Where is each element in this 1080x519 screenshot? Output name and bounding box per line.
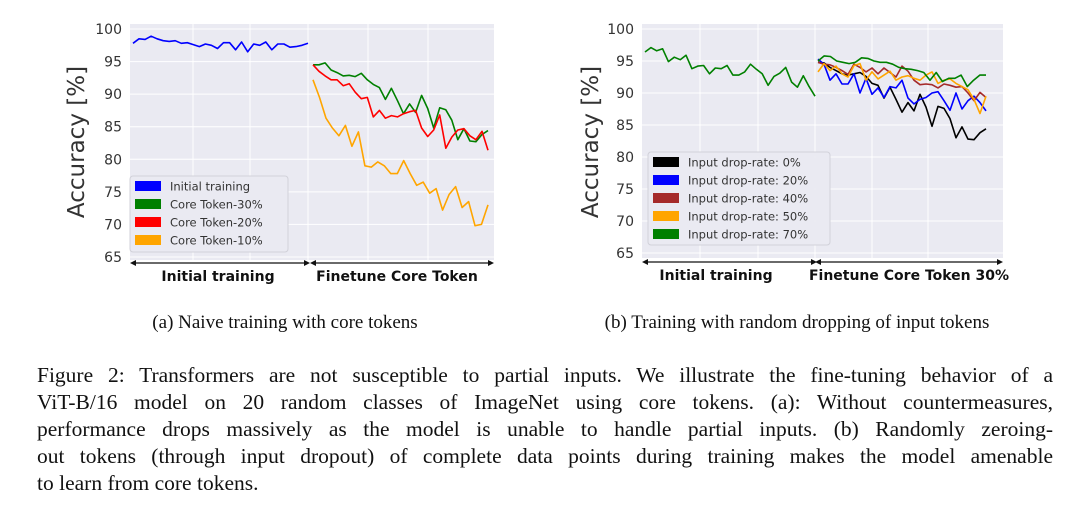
legend-swatch [653,157,679,167]
arrow-left-icon [642,259,648,265]
y-tick-label: 65 [616,246,634,262]
series-line-input-drop-rate-20- [817,58,987,112]
arrow-right-icon [811,259,817,265]
phase-label: Finetune Core Token 30% [809,268,1009,284]
legend-label: Initial training [170,180,250,194]
legend-swatch [135,199,161,209]
legend-swatch [653,211,679,221]
y-tick-label: 70 [104,217,122,233]
legend-swatch [653,229,679,239]
legend-label: Core Token-30% [170,198,263,212]
y-tick-label: 100 [95,22,122,38]
legend-swatch [653,193,679,203]
caption-line: performance drops massively as the model… [37,417,1053,441]
y-tick-label: 80 [104,152,122,168]
series-line-core-token-30- [313,62,489,143]
caption-line: out tokens (through input dropout) of co… [37,444,1053,468]
legend-swatch [135,235,161,245]
subcaption-a: (a) Naive training with core tokens [152,312,418,333]
y-tick-label: 95 [616,54,634,70]
y-tick-label: 100 [607,22,634,38]
chart-a: 65 70 75 80 85 90 95 100 Accuracy [%] Initial tra… [64,22,494,285]
y-tick-label: 65 [104,250,122,266]
legend-swatch [653,175,679,185]
arrow-right-icon [997,259,1003,265]
series-line-input-drop-rate-0- [817,61,987,141]
series-line-initial [644,46,816,97]
y-tick-label: 90 [104,87,122,103]
y-axis-label: Accuracy [%] [578,66,604,218]
y-tick-label: 75 [616,182,634,198]
legend-swatch [135,181,161,191]
figure-charts: 65 70 75 80 85 90 95 100 Accuracy [%] Initial tra… [64,22,1009,285]
arrow-left-icon [815,259,821,265]
series-line-initial-training [132,35,309,53]
caption-line: to learn from core tokens. [37,471,259,495]
legend-box [129,175,289,253]
series-line-input-drop-rate-50- [817,62,987,115]
y-tick-label: 80 [616,150,634,166]
legend: Input drop-rate: 0% Input drop-rate: 20% I… [647,151,831,246]
figure-caption: Figure 2: Transformers are not susceptib… [37,362,1053,497]
series-line-core-token-20- [312,64,489,151]
legend-box [647,151,831,246]
caption-line: ViT-B/16 model on 20 random classes of I… [37,390,1053,414]
y-tick-label: 75 [104,185,122,201]
chart-b: 65 70 75 80 85 90 95 100 Accuracy [%] Input drop-… [578,22,1009,284]
arrow-right-icon [488,260,494,266]
subcaption-b: (b) Training with random dropping of inp… [604,312,990,333]
legend-label: Input drop-rate: 20% [688,174,808,188]
arrow-left-icon [130,260,136,266]
arrow-left-icon [310,260,316,266]
legend-label: Input drop-rate: 70% [688,228,808,242]
caption-line: Figure 2: Transformers are not susceptib… [37,363,1053,387]
legend-label: Core Token-10% [170,234,263,248]
series-line-input-drop-rate-70- [817,55,986,88]
legend-label: Input drop-rate: 40% [688,192,808,206]
legend-label: Input drop-rate: 50% [688,210,808,224]
y-tick-label: 85 [616,118,634,134]
legend-label: Input drop-rate: 0% [688,156,801,170]
phase-label: Initial training [161,269,274,285]
y-tick-label: 85 [104,120,122,136]
legend-label: Core Token-20% [170,216,263,230]
phase-label: Initial training [659,268,772,284]
arrow-right-icon [304,260,310,266]
y-tick-label: 90 [616,86,634,102]
legend: Initial training Core Token-30% Core Token… [129,175,289,253]
series-line-input-drop-rate-40- [817,61,987,102]
y-tick-label: 70 [616,214,634,230]
y-axis-label: Accuracy [%] [64,66,90,218]
phase-label: Finetune Core Token [316,269,478,285]
series-line-core-token-10- [312,79,489,227]
y-tick-label: 95 [104,55,122,71]
legend-swatch [135,217,161,227]
